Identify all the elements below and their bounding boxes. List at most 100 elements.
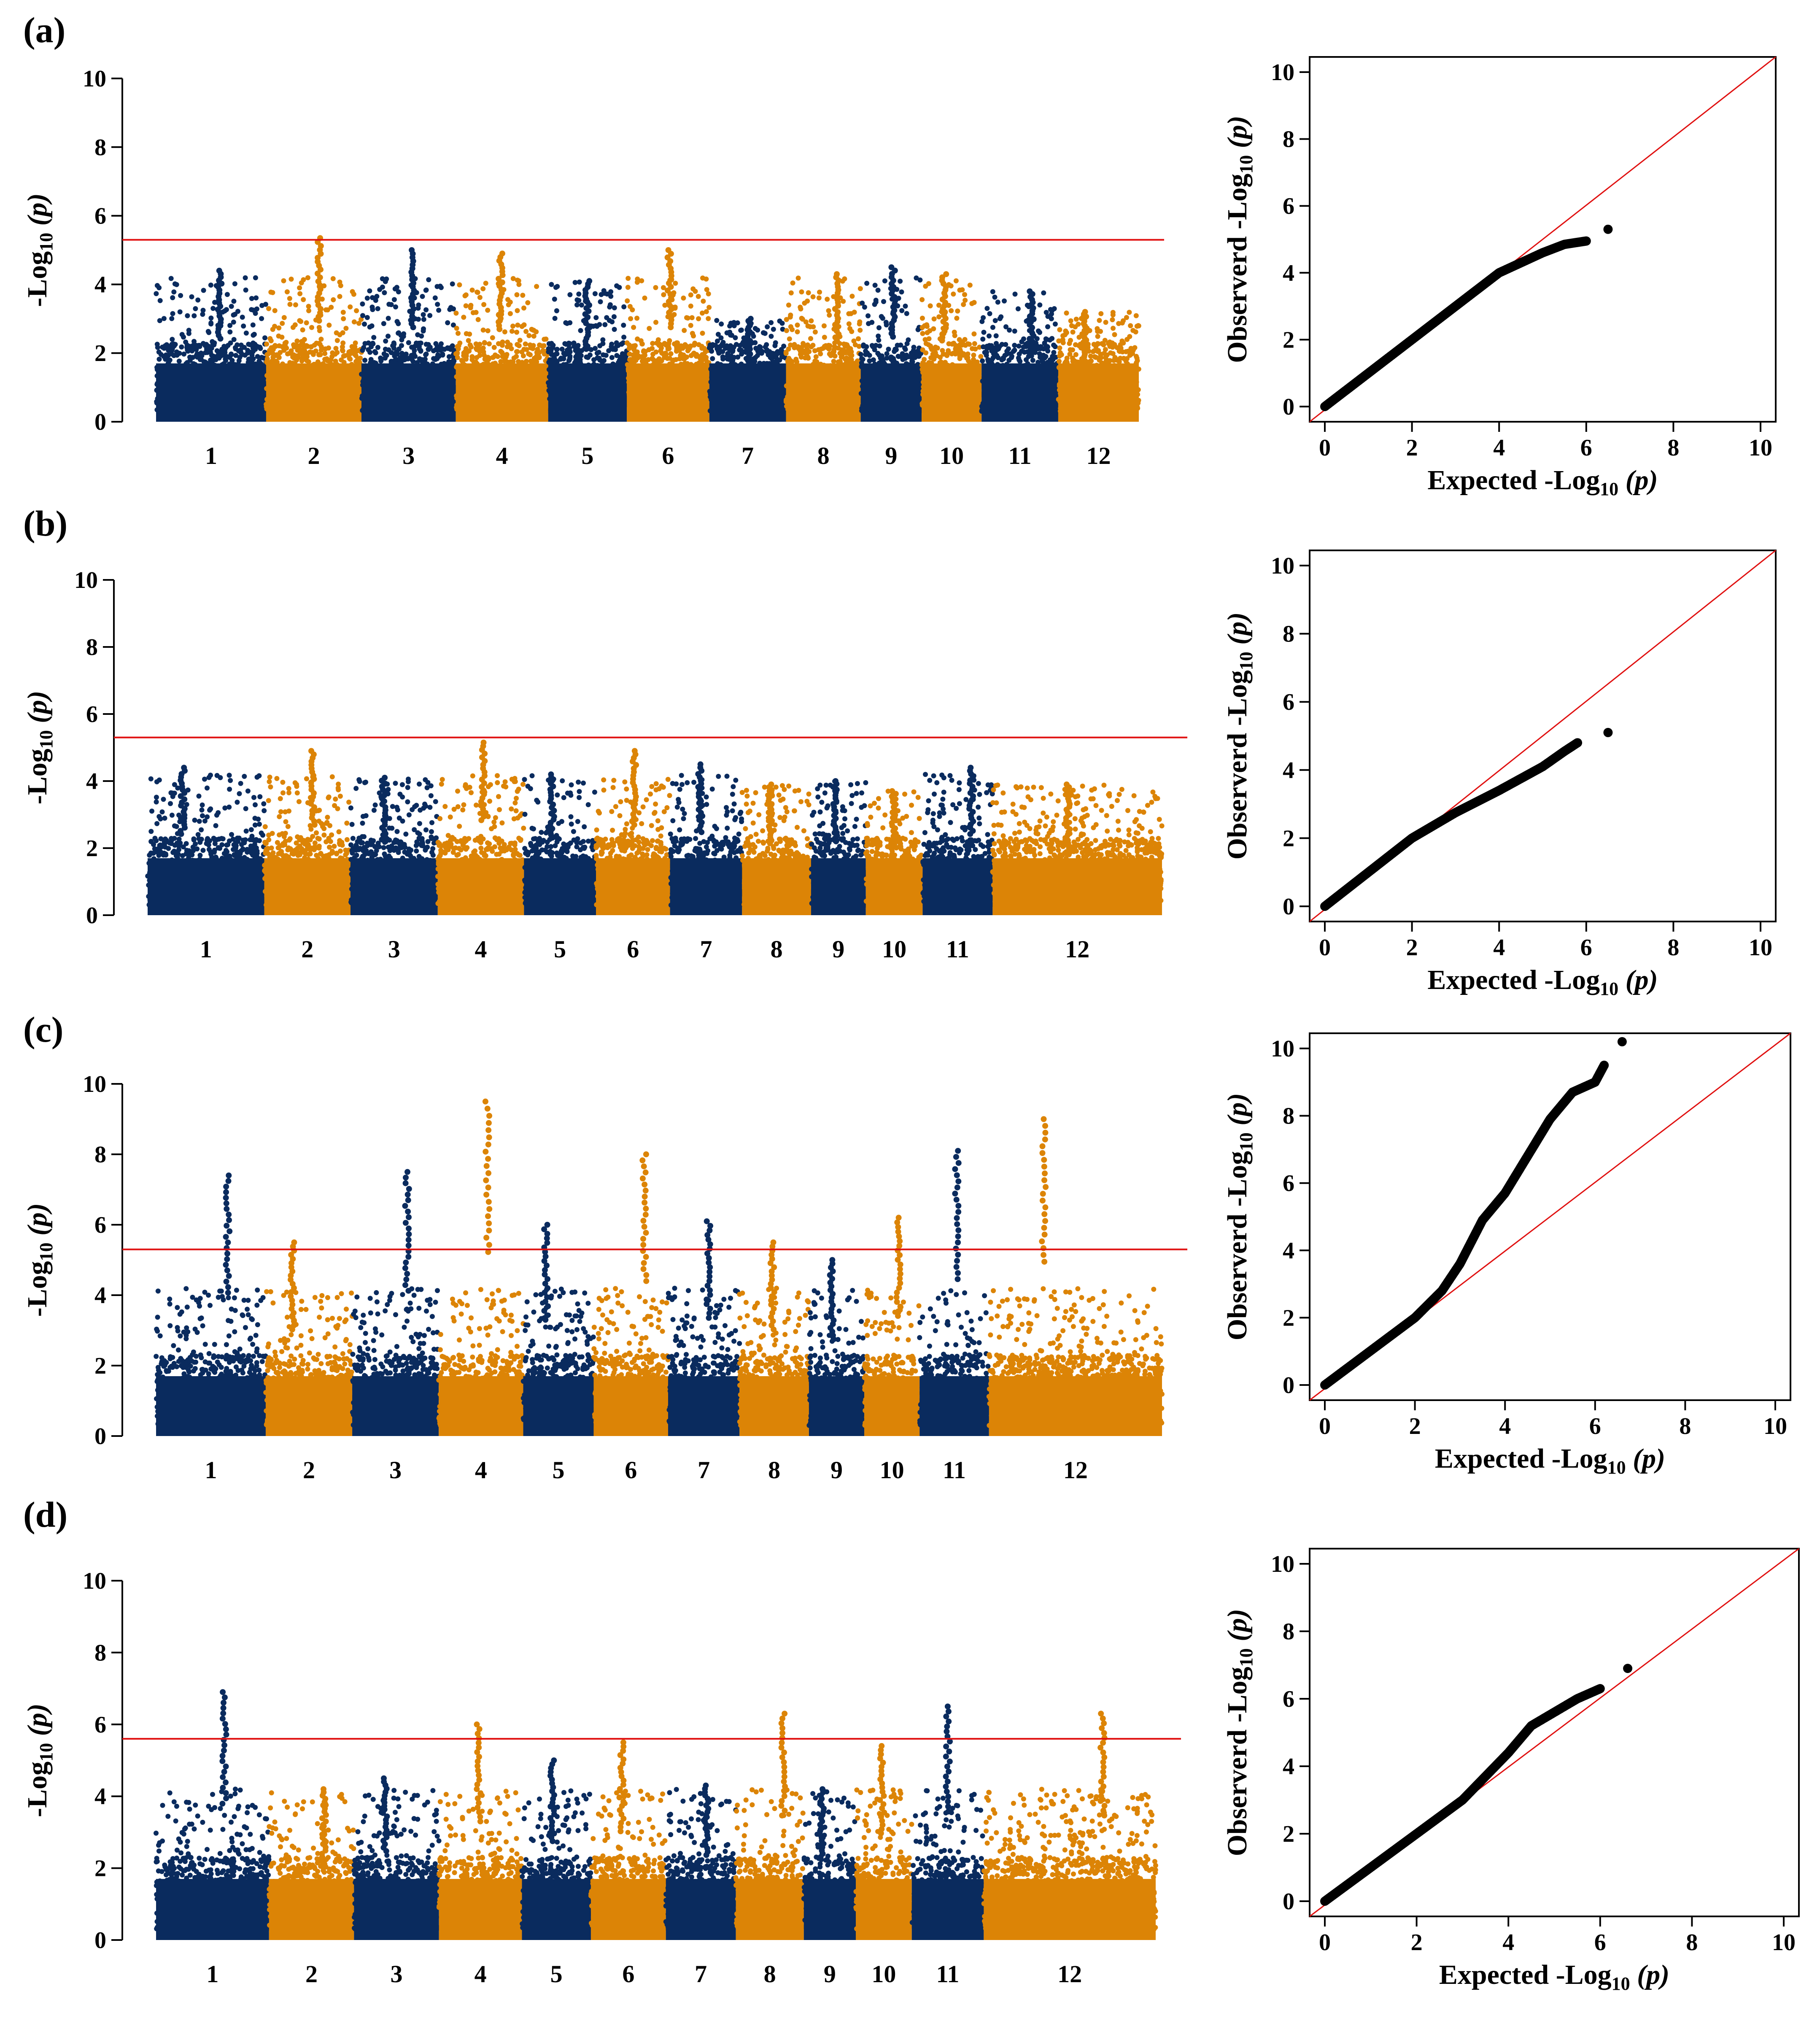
snp-point xyxy=(523,358,529,364)
snp-point xyxy=(263,302,268,307)
snp-point xyxy=(464,331,469,337)
snp-point xyxy=(515,278,520,283)
snp-point xyxy=(416,302,421,308)
snp-point xyxy=(549,282,554,287)
snp-point xyxy=(397,355,403,361)
snp-point xyxy=(446,354,452,359)
snp-point xyxy=(626,342,632,348)
snp-point xyxy=(343,326,349,331)
snp-point xyxy=(881,299,886,304)
snp-point xyxy=(788,290,794,296)
snp-point xyxy=(911,348,916,353)
snp-point xyxy=(186,331,191,336)
snp-point xyxy=(201,288,206,293)
snp-point xyxy=(609,355,615,360)
snp-point xyxy=(423,307,429,313)
chromosome-label: 5 xyxy=(581,442,593,469)
snp-point xyxy=(579,302,584,308)
snp-point xyxy=(483,280,488,286)
snp-point xyxy=(528,352,533,358)
snp-point xyxy=(433,357,438,362)
snp-point xyxy=(418,348,423,354)
snp-point xyxy=(224,307,229,313)
snp-point xyxy=(491,345,497,350)
snp-point xyxy=(401,334,406,339)
snp-point xyxy=(612,327,617,332)
snp-point xyxy=(334,338,340,343)
snp-point xyxy=(453,310,459,316)
snp-point xyxy=(702,354,707,359)
snp-point xyxy=(755,327,760,333)
snp-point xyxy=(786,302,791,308)
snp-point xyxy=(813,354,819,359)
snp-point xyxy=(792,345,797,350)
snp-point xyxy=(790,280,795,286)
snp-point xyxy=(364,296,370,301)
snp-point xyxy=(262,335,267,341)
snp-point xyxy=(817,289,822,295)
snp-point xyxy=(436,307,442,313)
snp-point xyxy=(326,323,332,328)
snp-point xyxy=(432,295,438,301)
snp-point xyxy=(393,350,399,356)
snp-point xyxy=(706,304,712,310)
snp-point xyxy=(757,344,763,349)
snp-point xyxy=(485,307,491,313)
snp-point xyxy=(673,280,678,286)
snp-point xyxy=(625,298,630,304)
snp-point xyxy=(197,343,202,348)
snp-point xyxy=(534,284,539,289)
snp-point xyxy=(812,329,818,335)
snp-point xyxy=(617,354,623,360)
snp-point xyxy=(396,330,402,336)
snp-point xyxy=(418,340,423,346)
snp-point xyxy=(701,299,706,304)
snp-point xyxy=(642,353,647,358)
snp-point xyxy=(531,343,536,348)
snp-point xyxy=(454,351,460,356)
snp-point xyxy=(254,306,259,312)
snp-point xyxy=(249,357,254,363)
snp-point xyxy=(306,304,311,309)
snp-point xyxy=(482,340,487,345)
snp-point xyxy=(434,347,440,353)
snp-point xyxy=(594,350,600,356)
snp-point xyxy=(352,352,357,357)
snp-point xyxy=(391,297,397,302)
snp-band xyxy=(860,363,922,422)
snp-point xyxy=(440,352,445,358)
snp-point xyxy=(678,351,684,357)
snp-point xyxy=(383,347,388,352)
snp-point xyxy=(686,346,692,352)
snp-point xyxy=(396,289,401,294)
snp-point xyxy=(403,351,409,357)
snp-point xyxy=(818,347,824,352)
snp-point xyxy=(515,322,520,328)
snp-point xyxy=(193,306,198,311)
snp-point xyxy=(614,283,620,288)
snp-point xyxy=(628,316,634,321)
snp-point xyxy=(233,346,238,351)
snp-point xyxy=(561,356,566,361)
chromosome-label: 6 xyxy=(662,442,674,469)
snp-point xyxy=(534,350,540,356)
snp-point xyxy=(625,285,631,290)
y-tick-label: 4 xyxy=(94,272,106,298)
snp-point xyxy=(225,343,231,348)
snp-point xyxy=(831,358,836,364)
snp-point xyxy=(169,316,175,321)
snp-point xyxy=(639,278,644,283)
snp-point xyxy=(351,319,357,325)
snp-point xyxy=(271,352,277,358)
snp-point xyxy=(485,328,491,334)
snp-point xyxy=(806,356,811,361)
snp-point xyxy=(681,295,686,301)
snp-point xyxy=(409,357,415,362)
snp-point xyxy=(439,285,444,290)
snp-point xyxy=(822,334,827,340)
snp-point xyxy=(852,310,857,315)
snp-point xyxy=(456,346,461,352)
snp-point xyxy=(714,318,720,323)
snp-point xyxy=(250,345,256,350)
snp-point xyxy=(521,347,527,352)
